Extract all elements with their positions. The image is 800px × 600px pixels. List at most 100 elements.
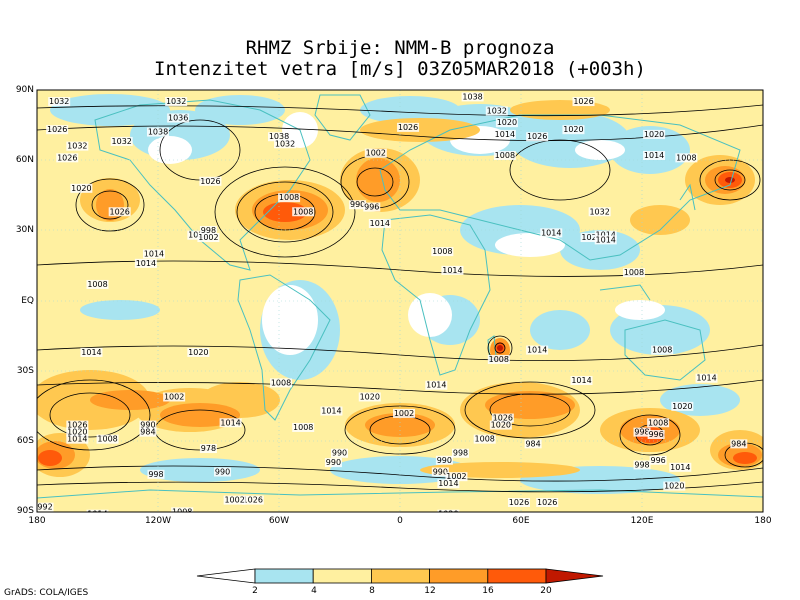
isobar-label: 990: [332, 449, 347, 458]
isobar-label-bg: [580, 233, 603, 243]
isobar-label-bg: [56, 153, 79, 163]
isobar-label: 1020: [188, 348, 208, 357]
isobar-label-bg: [452, 448, 469, 458]
lon-label-120w: 120W: [144, 516, 172, 526]
isobar-label-bg: [86, 509, 109, 512]
isobar-label-bg: [663, 481, 686, 491]
isobar-label-bg: [268, 132, 290, 142]
isobar-label: 1014: [220, 418, 240, 427]
isobar-label: 1008: [172, 507, 192, 516]
isobar-label-bg: [425, 380, 448, 390]
extreme-wind-zones: [497, 177, 735, 351]
isobar-label-bg: [66, 141, 89, 151]
isobar-label-bg: [278, 193, 301, 203]
isobar-label-bg: [363, 202, 381, 212]
isobar-label-bg: [86, 279, 109, 289]
colorbar-label-8: 8: [369, 586, 375, 596]
isobar-label-bg: [364, 148, 387, 158]
isobar-label: 1038: [269, 132, 289, 141]
colorbar-swatch: [545, 568, 604, 584]
colorbar-label-2: 2: [252, 586, 258, 596]
isobar-label-bg: [487, 354, 510, 364]
isobar-label: 1026: [573, 97, 593, 106]
isobar-label: 1032: [112, 137, 132, 146]
isobar-label-bg: [163, 392, 186, 402]
isobar-label: 1020: [581, 233, 601, 242]
colorbar-swatch: [312, 568, 372, 584]
isobar-label-bg: [66, 427, 89, 437]
isobar-label-bg: [431, 467, 449, 477]
isobar-label: 1008: [279, 193, 299, 202]
isobar-label: 1014: [596, 235, 616, 244]
lat-label-90s: 90S: [16, 506, 34, 516]
isobar-label-bg: [445, 472, 468, 482]
isobar-label: 990: [140, 421, 155, 430]
isobar-label-bg: [199, 444, 217, 454]
isobar-label: 1020: [672, 402, 692, 411]
isobar-label: 998: [453, 449, 468, 458]
isobar-label-bg: [108, 207, 131, 217]
isobar-label-bg: [142, 249, 165, 259]
isobar-label: 1032: [275, 139, 295, 148]
isobar-label: 998: [148, 470, 163, 479]
isobar-label: 1008: [489, 355, 509, 364]
isobar-label-bg: [671, 401, 694, 411]
isobar-label: 1026: [509, 498, 529, 507]
isobar-label-bg: [491, 413, 514, 423]
isobar-label: 1026: [537, 498, 557, 507]
isobar-label-bg: [651, 345, 674, 355]
isobar-label-bg: [493, 129, 516, 139]
isobar-label: 1008: [271, 378, 291, 387]
isobar-label: 1026: [398, 123, 418, 132]
isobar-label-bg: [536, 497, 559, 507]
isobar-label-bg: [622, 268, 645, 278]
colorbar-label-4: 4: [311, 586, 317, 596]
isobar-label: 1008: [87, 280, 107, 289]
isobar-label-bg: [171, 507, 194, 512]
isobar-label: 1014: [370, 219, 390, 228]
isobar-label-bg: [358, 392, 381, 402]
isobar-label: 1014: [670, 463, 690, 472]
isobar-label: 1002: [164, 392, 184, 401]
isobar-label: 1026: [493, 414, 513, 423]
lat-label-30s: 30S: [16, 366, 34, 376]
isobar-label: 1032: [166, 97, 186, 106]
isobar-label: 1014: [81, 348, 101, 357]
isobar-label-bg: [197, 233, 220, 243]
isobar-label: 1008: [652, 346, 672, 355]
isobar-label-bg: [139, 427, 157, 437]
isobar-label-bg: [431, 247, 454, 257]
isobar-label-bg: [526, 345, 549, 355]
isobar-label: 1020: [67, 428, 87, 437]
colorbar-label-12: 12: [424, 586, 436, 596]
isobar-label-bg: [493, 150, 516, 160]
isobar-label: 1020: [497, 118, 517, 127]
isobar-label-bg: [695, 373, 718, 383]
isobar-label-bg: [165, 97, 188, 107]
isobar-label-bg: [647, 418, 670, 428]
isobar-label-bg: [633, 427, 651, 437]
isobar-label: 1008: [475, 435, 495, 444]
isobar-label: 996: [650, 456, 665, 465]
isobar-label: 1020: [360, 392, 380, 401]
isobar-label: 998: [634, 460, 649, 469]
isobar-label-bg: [66, 434, 89, 444]
isobar-label-bg: [437, 509, 460, 512]
isobar-label: 1014: [541, 228, 561, 237]
lon-label-120e: 120E: [630, 516, 654, 526]
isobar-label: 1002: [394, 409, 414, 418]
lat-label-90n: 90N: [15, 85, 34, 95]
isobar-label: 1032: [67, 142, 87, 151]
isobar-label-bg: [495, 118, 518, 128]
lon-label-60e: 60E: [512, 516, 530, 526]
isobar-label: 1026: [110, 207, 130, 216]
isobar-label-bg: [219, 418, 242, 428]
isobar-label-bg: [368, 218, 391, 228]
isobar-label-bg: [292, 207, 315, 217]
lat-label-eq: EQ: [21, 296, 34, 306]
isobar-label: 1008: [495, 151, 515, 160]
isobar-label-bg: [110, 136, 133, 146]
isobar-label: 1002: [446, 472, 466, 481]
isobar-label: 990: [326, 458, 341, 467]
calm-zones: [148, 112, 665, 355]
